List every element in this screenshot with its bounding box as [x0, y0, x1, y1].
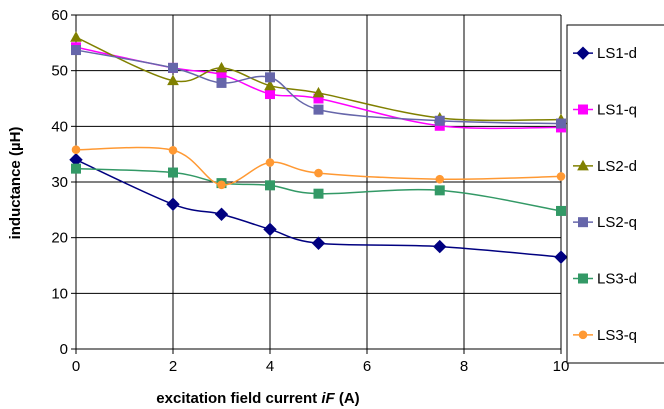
x-tick-label: 6 [363, 358, 371, 375]
legend-marker [578, 217, 588, 228]
legend-label: LS1-q [597, 102, 637, 119]
data-point-ls2-d [312, 86, 325, 98]
data-point-ls3-q [71, 145, 81, 155]
series-line-ls3-q [75, 146, 562, 186]
y-tick-label: 10 [51, 285, 68, 302]
data-point-ls2-d [215, 61, 228, 73]
data-point-ls3-d [434, 185, 445, 196]
series-ls1-d [69, 153, 568, 264]
data-point-ls1-d [433, 239, 447, 254]
data-point-ls3-q [314, 168, 323, 178]
y-tick-label: 40 [51, 118, 68, 135]
data-point-ls2-q [216, 77, 227, 88]
legend-item-ls1-q: LS1-q [573, 102, 637, 119]
data-point-ls3-d [556, 205, 566, 216]
data-point-ls2-q [434, 115, 445, 126]
x-axis-title-part3: (A) [335, 390, 360, 407]
data-point-ls2-q [265, 72, 275, 83]
legend-item-ls3-d: LS3-d [573, 271, 637, 288]
legend-label: LS3-q [597, 327, 637, 344]
data-point-ls3-d [313, 188, 324, 199]
legend-item-ls1-d: LS1-d [573, 45, 637, 62]
legend-marker [578, 330, 588, 340]
legend-marker [578, 104, 588, 115]
series-ls3-q [71, 145, 566, 190]
axes [71, 14, 562, 354]
data-point-ls3-q [556, 172, 566, 181]
y-tick-label: 0 [60, 341, 68, 358]
legend-box [566, 24, 664, 364]
data-point-ls1-d [214, 207, 229, 221]
y-tick-label: 60 [51, 7, 68, 24]
x-axis-title-part1: excitation field current [156, 390, 321, 407]
data-point-ls2-q [71, 45, 81, 56]
x-tick-label: 8 [460, 358, 468, 375]
x-axis-title-variable: iF [321, 390, 335, 407]
y-tick-label: 20 [51, 230, 68, 247]
x-tick-label: 4 [266, 358, 274, 375]
x-tick-label: 0 [72, 358, 80, 375]
data-point-ls2-q [556, 118, 566, 129]
legend-item-ls2-q: LS2-q [573, 214, 637, 231]
data-point-ls3-q [217, 180, 226, 190]
data-point-ls2-q [168, 62, 178, 73]
data-point-ls2-d [264, 79, 276, 91]
legend-label: LS2-d [597, 158, 637, 175]
x-axis-title: excitation field current iF (A) [156, 390, 359, 407]
legend-marker [576, 46, 590, 60]
gridlines [76, 14, 562, 349]
x-tick-label: 2 [169, 358, 177, 375]
data-point-ls1-q [265, 89, 275, 100]
y-axis-title: inductance (µH) [7, 127, 24, 240]
series-ls3-d [71, 163, 566, 216]
data-point-ls2-d [70, 31, 82, 42]
legend-label: LS3-d [597, 271, 637, 288]
y-tick-label: 50 [51, 63, 68, 80]
series-ls2-q [71, 45, 566, 129]
legend-marker [577, 159, 589, 171]
y-tick-labels: 0 10 20 30 40 50 60 [51, 7, 68, 358]
y-tick-label: 30 [51, 174, 68, 191]
data-point-ls3-q [168, 145, 178, 155]
data-point-ls3-q [435, 174, 445, 184]
data-point-ls3-d [71, 163, 81, 174]
series-group [69, 31, 568, 264]
x-tick-label: 10 [553, 358, 570, 375]
legend-item-ls3-q: LS3-q [573, 327, 637, 344]
legend: LS1-d LS1-q LS2-d LS2-q LS3-d LS3-q [566, 24, 664, 364]
legend-label: LS1-d [597, 45, 637, 62]
data-point-ls1-d [554, 250, 568, 264]
data-point-ls1-d [263, 222, 277, 237]
x-tick-labels: 0 2 4 6 8 10 [72, 358, 570, 375]
data-point-ls1-d [166, 197, 180, 211]
legend-label: LS2-q [597, 214, 637, 231]
data-point-ls3-d [265, 180, 275, 191]
data-point-ls2-d [167, 74, 179, 86]
legend-marker [578, 273, 588, 284]
data-point-ls1-d [311, 236, 326, 250]
data-point-ls2-q [313, 104, 324, 115]
data-point-ls3-q [265, 158, 275, 167]
legend-item-ls2-d: LS2-d [573, 158, 637, 175]
data-point-ls3-d [168, 167, 178, 178]
